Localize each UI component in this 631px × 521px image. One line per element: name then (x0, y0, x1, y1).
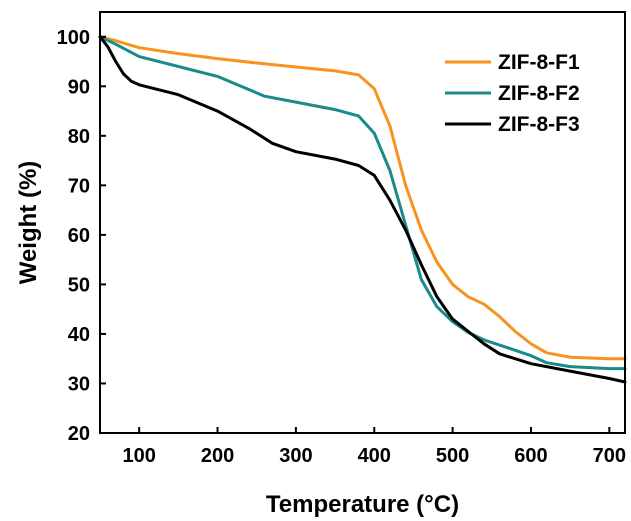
x-tick-label: 300 (279, 445, 312, 467)
ticks-layer: 100 200 300 400 500 600 700 20 30 40 50 60 70 80 90 100 (57, 27, 626, 467)
legend-label-2: ZIF-8-F2 (498, 82, 580, 105)
series-line-2 (98, 35, 627, 371)
y-tick-label: 90 (68, 76, 90, 98)
y-tick-label: 70 (68, 175, 90, 197)
plot-frame (99, 11, 626, 434)
y-tick-label: 50 (68, 274, 90, 296)
y-tick-label: 40 (68, 324, 90, 346)
legend-label-3: ZIF-8-F3 (498, 113, 580, 136)
series-line-1 (98, 35, 627, 361)
x-tick-label: 700 (593, 445, 626, 467)
x-tick-label: 400 (358, 445, 391, 467)
series-layer (98, 35, 627, 384)
y-tick-label: 60 (68, 225, 90, 247)
x-tick-label: 500 (436, 445, 469, 467)
y-tick-label: 30 (68, 373, 90, 395)
x-tick-label: 200 (201, 445, 234, 467)
series-line-3 (98, 35, 627, 384)
y-tick-label: 20 (68, 423, 90, 445)
y-tick-label: 100 (57, 27, 90, 49)
x-tick-label: 100 (122, 445, 155, 467)
legend-label-1: ZIF-8-F1 (498, 51, 580, 74)
legend: ZIF-8-F1 ZIF-8-F2 ZIF-8-F3 (445, 51, 580, 136)
x-axis-title: Temperature (°C) (266, 491, 459, 518)
y-axis-title: Weight (%) (15, 161, 42, 285)
x-tick-label: 600 (514, 445, 547, 467)
y-tick-label: 80 (68, 126, 90, 148)
